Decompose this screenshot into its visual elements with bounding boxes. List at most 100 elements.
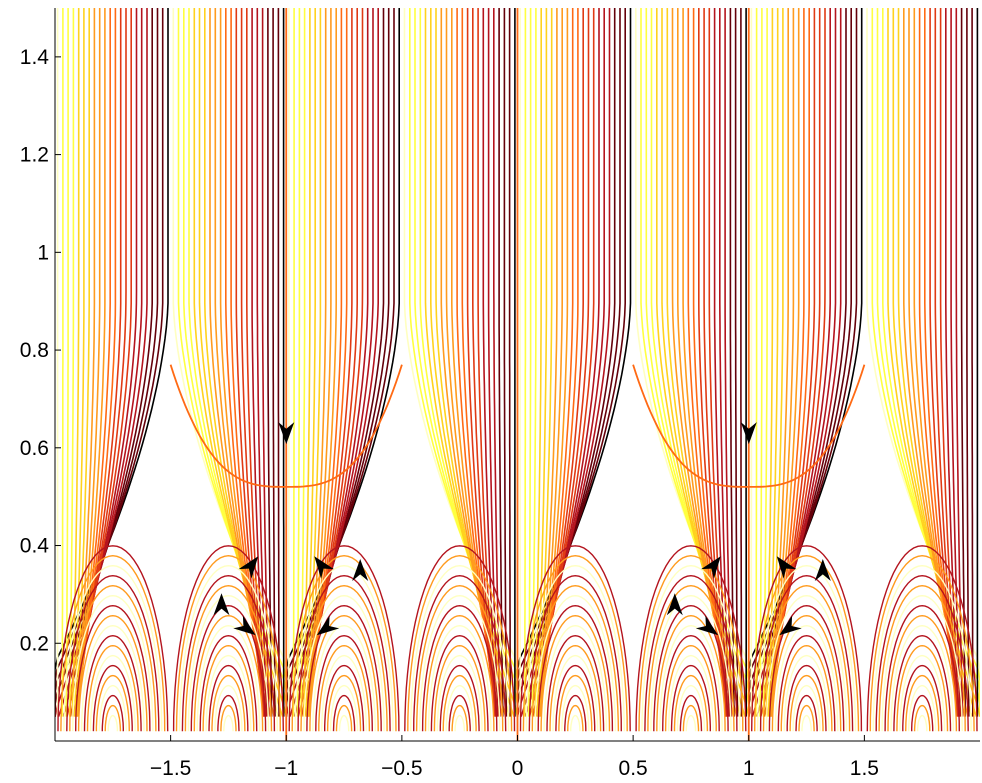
arc-line xyxy=(896,644,949,732)
arc-line xyxy=(199,634,258,732)
arc-line xyxy=(771,614,842,732)
arc-line xyxy=(187,594,270,732)
arc-line xyxy=(647,584,735,732)
streamline-110 xyxy=(692,8,728,717)
arc-line xyxy=(762,584,851,732)
streamline-171 xyxy=(759,8,763,717)
arc-line xyxy=(555,664,596,732)
streamline-154 xyxy=(924,8,960,717)
streamline-26 xyxy=(240,8,265,717)
arc-line xyxy=(193,614,264,732)
arc-line xyxy=(522,554,628,732)
streamline-117 xyxy=(538,8,558,717)
arc-line xyxy=(528,574,622,732)
streamline-66 xyxy=(461,8,497,717)
streamline-39 xyxy=(65,8,69,717)
arrow-marker xyxy=(695,615,719,636)
streamline-62 xyxy=(451,8,501,717)
arc-line xyxy=(519,545,631,732)
arc-line xyxy=(205,654,252,732)
arc-line xyxy=(641,564,741,732)
streamline-70 xyxy=(472,8,496,717)
arc-line xyxy=(335,704,353,732)
arc-line xyxy=(214,684,243,732)
arc-line xyxy=(780,644,833,732)
arc-line xyxy=(413,574,507,732)
arrow-marker xyxy=(776,556,797,579)
streamline-72 xyxy=(477,8,497,717)
arc-line xyxy=(685,714,697,732)
streamline-108 xyxy=(687,8,730,717)
arc-line xyxy=(404,545,516,732)
arc-line xyxy=(881,594,963,732)
saddle-separatrix xyxy=(632,364,866,488)
arc-line xyxy=(83,634,142,732)
arc-line xyxy=(783,654,830,732)
arc-line xyxy=(682,704,700,732)
streamline-27 xyxy=(76,8,101,717)
streamline-0 xyxy=(172,8,288,717)
arc-line xyxy=(196,624,261,732)
streamline-169 xyxy=(762,8,768,717)
arc-line xyxy=(77,614,148,732)
streamline-151 xyxy=(766,8,816,717)
y-tick-label: 1 xyxy=(37,241,49,264)
arc-line xyxy=(421,604,498,732)
saddle-separatrix xyxy=(169,364,403,488)
arc-line xyxy=(181,574,276,732)
streamline-153 xyxy=(768,8,810,717)
arrow-marker xyxy=(238,556,259,579)
streamline-1 xyxy=(55,8,169,717)
arc-line xyxy=(759,574,854,732)
streamline-81 xyxy=(300,8,306,717)
arc-line xyxy=(673,674,709,732)
arc-line xyxy=(92,664,133,732)
arc-line xyxy=(202,644,255,732)
arc-line xyxy=(436,654,483,732)
arc-line xyxy=(650,594,732,732)
streamline-37 xyxy=(68,8,75,717)
streamline-82 xyxy=(503,8,508,717)
arc-line xyxy=(329,684,359,732)
arc-family xyxy=(866,545,978,732)
x-axis-ticks: −1.5 −1 −0.5 0 0.5 1 1.5 xyxy=(150,735,879,780)
arc-line xyxy=(190,604,267,732)
arc-line xyxy=(306,604,382,732)
streamline-170 xyxy=(966,8,970,717)
arc-line xyxy=(442,674,477,732)
arc-line xyxy=(69,584,157,732)
arc-line xyxy=(558,674,593,732)
arc-line xyxy=(546,634,605,732)
arrows xyxy=(213,422,831,636)
arc-line xyxy=(913,704,931,732)
arc-line xyxy=(765,594,848,732)
arc-line xyxy=(104,704,122,732)
arc-line xyxy=(309,614,379,732)
streamline-63 xyxy=(303,8,353,717)
arc-family xyxy=(751,545,863,732)
arc-line xyxy=(95,674,130,732)
arc-line xyxy=(754,554,860,732)
arc-line xyxy=(774,624,839,732)
streamline-163 xyxy=(769,8,784,717)
arc-line xyxy=(653,604,729,732)
streamline-65 xyxy=(305,8,348,717)
arc-line xyxy=(564,694,587,732)
arc-line xyxy=(789,674,824,732)
arc-line xyxy=(184,584,273,732)
streamline-83 xyxy=(296,8,301,717)
arc-line xyxy=(451,704,468,732)
arc-line xyxy=(445,684,474,732)
streamline-88 xyxy=(635,8,750,717)
arc-line xyxy=(300,584,388,732)
arc-line xyxy=(540,614,611,732)
arc-line xyxy=(80,624,145,732)
arc-line xyxy=(567,704,584,732)
arc-line xyxy=(318,644,371,732)
arc-line xyxy=(916,714,928,732)
arc-line xyxy=(664,644,717,732)
arc-line xyxy=(220,704,237,732)
arc-line xyxy=(291,554,397,732)
arc-line xyxy=(172,545,284,732)
streamline-162 xyxy=(945,8,960,717)
